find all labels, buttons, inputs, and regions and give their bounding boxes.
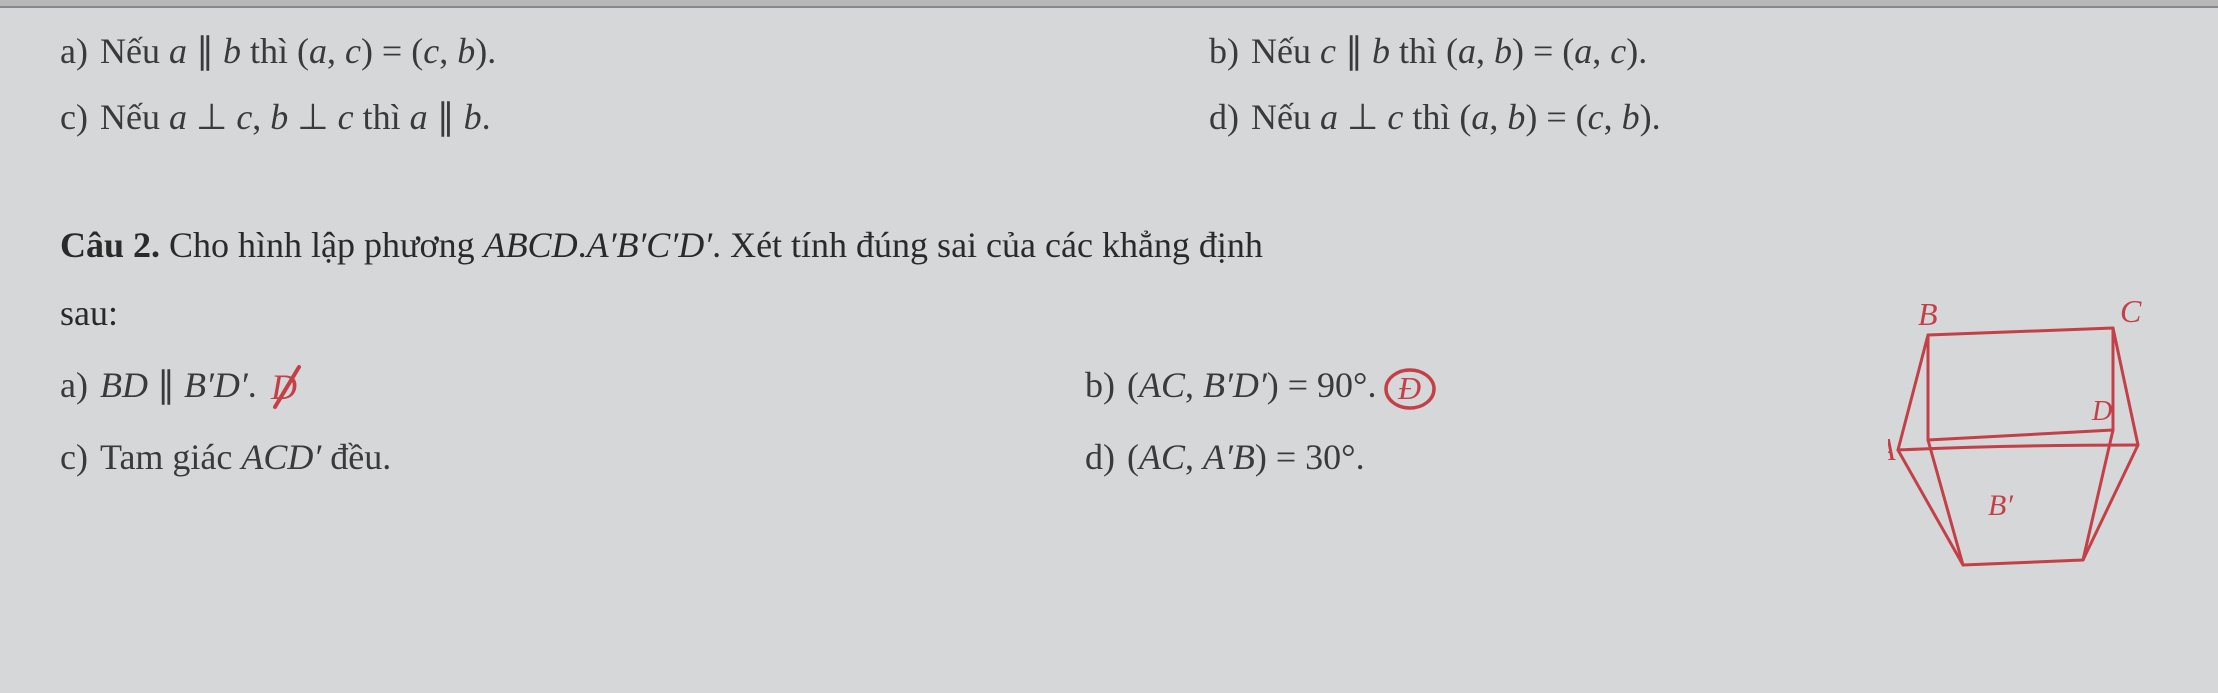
q1-option-c-label: c) xyxy=(60,96,88,138)
q2-option-c: c) Tam giác ACD′ đều. xyxy=(60,436,885,478)
q2-option-d-label: d) xyxy=(1085,436,1115,478)
svg-text:D: D xyxy=(270,367,297,407)
q2-option-a: a) BD ∥ B′D′. D xyxy=(60,364,885,406)
q2-option-b-label: b) xyxy=(1085,364,1115,406)
q1-option-b-text: Nếu c ∥ b thì (a, b) = (a, c). xyxy=(1251,30,1647,72)
q2-option-d-text: (AC, A′B) = 30°. xyxy=(1127,436,1365,478)
question1-options-grid: a) Nếu a ∥ b thì (a, c) = (c, b). b) Nếu… xyxy=(60,30,2158,138)
q2-option-d: d) (AC, A′B) = 30°. xyxy=(1085,436,1910,478)
q2-option-a-label: a) xyxy=(60,364,88,406)
handwritten-circle-mark: Đ xyxy=(1384,365,1424,405)
q2-option-b: b) (AC, B′D′) = 90°. Đ xyxy=(1085,364,1910,406)
vertex-C-label: C xyxy=(2120,300,2142,329)
q1-option-b: b) Nếu c ∥ b thì (a, b) = (a, c). xyxy=(1209,30,2158,72)
q1-option-d-label: d) xyxy=(1209,96,1239,138)
question2-label: Câu 2. xyxy=(60,225,160,265)
question2-header-text: Cho hình lập phương ABCD.A′B′C′D′. Xét t… xyxy=(160,225,1263,265)
svg-text:Đ: Đ xyxy=(1397,370,1421,406)
top-divider xyxy=(0,0,2218,8)
vertex-Bprime-label: B′ xyxy=(1988,489,2013,522)
q1-option-a-text: Nếu a ∥ b thì (a, c) = (c, b). xyxy=(100,30,496,72)
strike-d-icon: D xyxy=(265,365,309,413)
handwritten-strike-mark: D xyxy=(265,365,305,405)
question2-header: Câu 2. Cho hình lập phương ABCD.A′B′C′D′… xyxy=(60,218,2158,272)
q1-option-c-text: Nếu a ⊥ c, b ⊥ c thì a ∥ b. xyxy=(100,96,491,138)
q1-option-a: a) Nếu a ∥ b thì (a, c) = (c, b). xyxy=(60,30,1009,72)
q2-option-b-text: (AC, B′D′) = 90°. xyxy=(1127,364,1376,406)
q1-option-d: d) Nếu a ⊥ c thì (a, b) = (c, b). xyxy=(1209,96,2158,138)
q1-option-a-label: a) xyxy=(60,30,88,72)
cube-svg: B C A D B′ xyxy=(1888,300,2148,580)
q2-option-c-text: Tam giác ACD′ đều. xyxy=(100,436,391,478)
sau-text: sau: xyxy=(60,292,2158,334)
q2-option-c-label: c) xyxy=(60,436,88,478)
vertex-B-label: B xyxy=(1918,300,1938,332)
circle-d-icon: Đ xyxy=(1384,365,1440,413)
vertex-A-label: A xyxy=(1888,431,1896,467)
q2-option-a-text: BD ∥ B′D′. xyxy=(100,364,257,406)
q1-option-c: c) Nếu a ⊥ c, b ⊥ c thì a ∥ b. xyxy=(60,96,1009,138)
vertex-D-label: D xyxy=(2091,396,2112,427)
q1-option-b-label: b) xyxy=(1209,30,1239,72)
q1-option-d-text: Nếu a ⊥ c thì (a, b) = (c, b). xyxy=(1251,96,1661,138)
cube-diagram: B C A D B′ xyxy=(1888,300,2148,580)
question2-options-grid: a) BD ∥ B′D′. D b) (AC, B′D′) = 90°. Đ c… xyxy=(60,364,1910,478)
